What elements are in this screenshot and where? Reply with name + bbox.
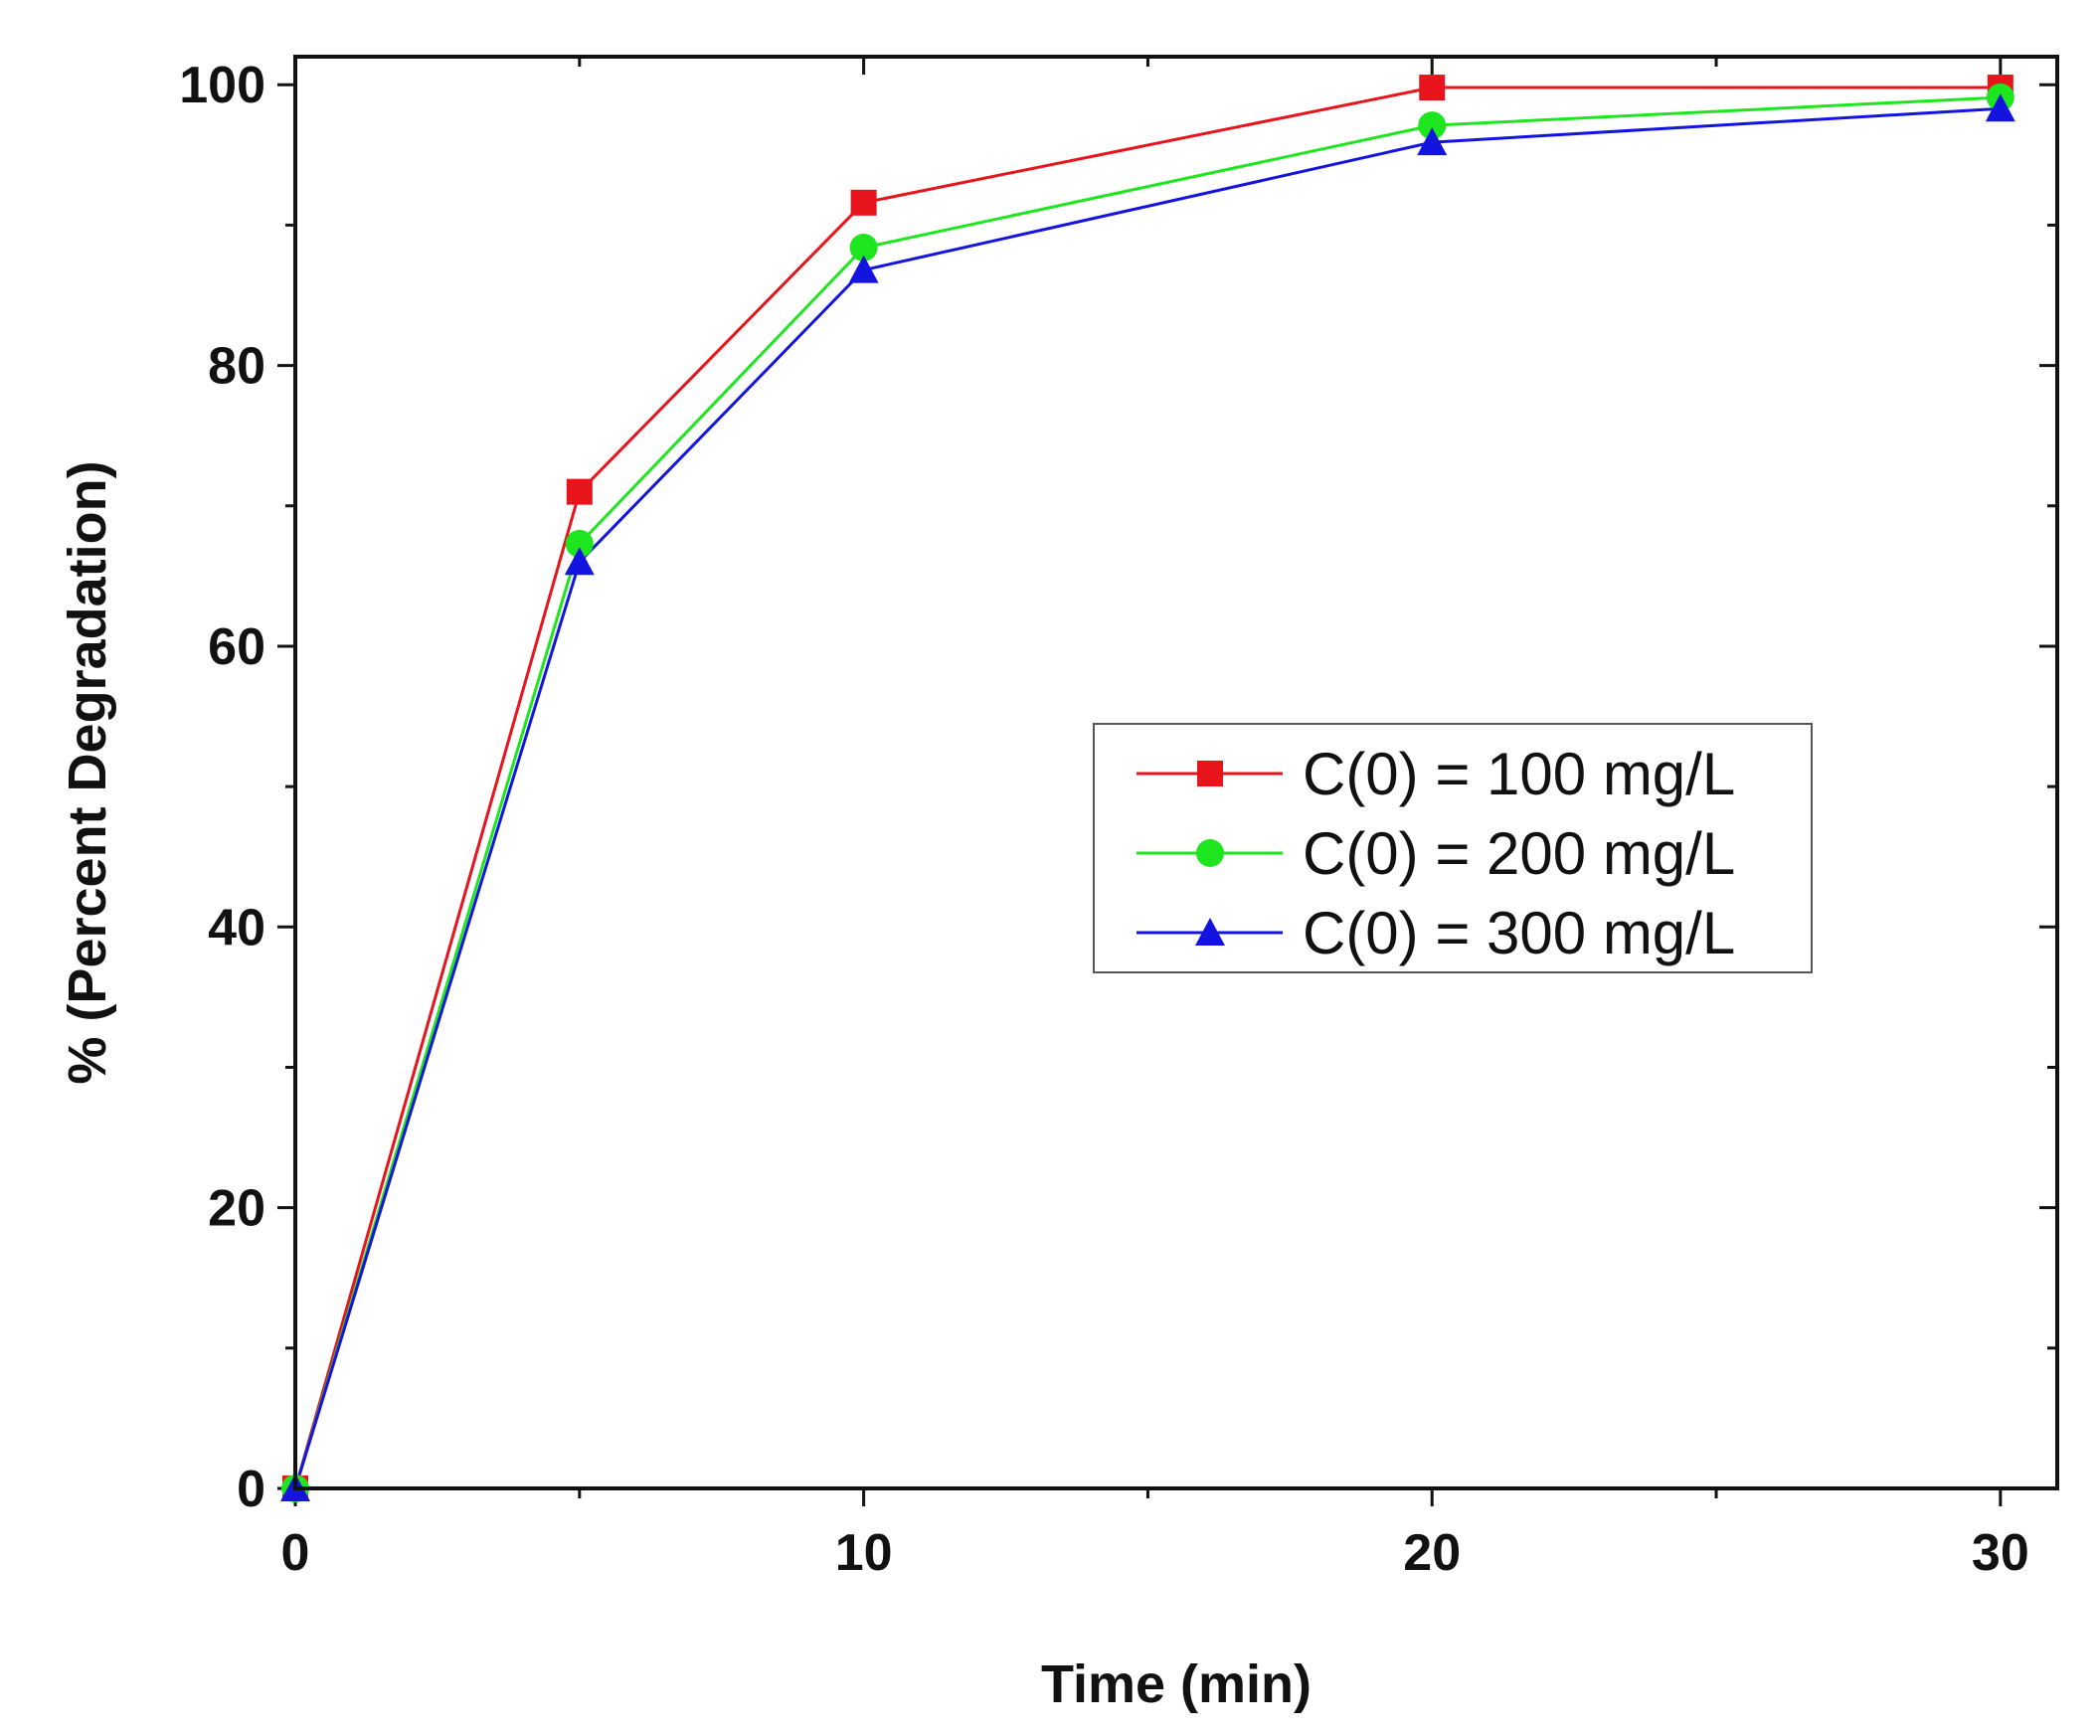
- x-tick-label: 0: [281, 1524, 310, 1582]
- plot-area-frame: [293, 55, 2059, 1490]
- x-tick-label: 20: [1403, 1524, 1461, 1582]
- y-tick-label: 40: [208, 899, 265, 956]
- data-point-series-1: [1419, 75, 1446, 101]
- legend-label: C(0) = 200 mg/L: [1303, 820, 1735, 887]
- series-markers: [280, 75, 2015, 1502]
- data-point-series-3: [564, 547, 595, 576]
- y-tick-label: 0: [237, 1461, 265, 1518]
- legend-marker: [1197, 761, 1223, 786]
- legend-entry: C(0) = 100 mg/L: [1137, 741, 1735, 807]
- y-tick-label: 80: [208, 338, 265, 396]
- legend-entry: C(0) = 300 mg/L: [1137, 900, 1735, 966]
- legend-entry: C(0) = 200 mg/L: [1137, 820, 1735, 887]
- x-tick-label: 10: [835, 1524, 893, 1582]
- data-point-series-3: [1985, 93, 2015, 122]
- legend-label: C(0) = 100 mg/L: [1303, 741, 1735, 807]
- data-point-series-1: [566, 478, 593, 505]
- legend-marker: [1195, 918, 1225, 946]
- legend: C(0) = 100 mg/L C(0) = 200 mg/L C(0) = 300…: [1093, 723, 1813, 973]
- y-tick-label: 20: [208, 1180, 265, 1238]
- data-point-series-2: [565, 529, 594, 558]
- x-axis-title: Time (min): [1041, 1654, 1312, 1714]
- data-point-series-2: [849, 234, 878, 261]
- y-tick-label: 100: [179, 57, 265, 114]
- legend-marker: [1196, 839, 1224, 867]
- data-point-series-1: [850, 189, 877, 216]
- x-tick-label: 30: [1972, 1524, 2029, 1582]
- data-point-series-3: [1417, 127, 1448, 156]
- data-point-series-2: [1418, 111, 1447, 140]
- legend-label: C(0) = 300 mg/L: [1303, 900, 1735, 966]
- y-axis-title: % (Percent Degradation): [58, 460, 117, 1084]
- data-point-series-3: [848, 255, 879, 283]
- tick-labels: 0 10 20 30 0 20 40 60 80 100: [179, 57, 2029, 1582]
- y-tick-label: 60: [208, 618, 265, 676]
